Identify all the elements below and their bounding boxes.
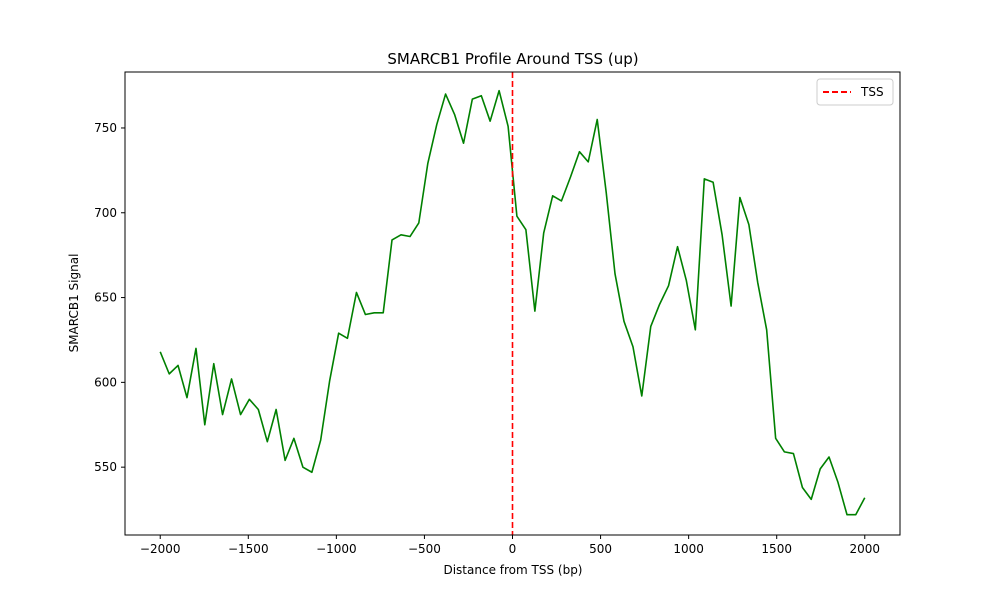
- x-tick-label-4: 0: [509, 542, 517, 556]
- x-tick-label-6: 1000: [673, 542, 704, 556]
- legend-box: [816, 78, 894, 106]
- plot-area: [124, 71, 901, 536]
- x-tick-label-5: 500: [589, 542, 612, 556]
- x-tick-label-3: −500: [408, 542, 441, 556]
- plot-background: [125, 72, 900, 535]
- x-tick-label-8: 2000: [849, 542, 880, 556]
- y-tick-label-3: 700: [94, 206, 117, 220]
- y-tick-label-1: 600: [94, 375, 117, 389]
- y-tick-label-4: 750: [94, 121, 117, 135]
- x-tick-label-1: −1500: [228, 542, 269, 556]
- x-tick-label-2: −1000: [316, 542, 357, 556]
- chart-title: SMARCB1 Profile Around TSS (up): [387, 50, 638, 68]
- y-axis: 550 600 650 700 750: [94, 121, 125, 474]
- legend-label-tss: TSS: [860, 85, 884, 99]
- x-tick-label-0: −2000: [140, 542, 181, 556]
- y-tick-label-2: 650: [94, 291, 117, 305]
- y-tick-label-0: 550: [94, 460, 117, 474]
- legend: TSS: [816, 78, 894, 106]
- y-axis-label: SMARCB1 Signal: [67, 254, 81, 353]
- x-axis-label: Distance from TSS (bp): [443, 563, 582, 577]
- x-axis: −2000 −1500 −1000 −500 0 500 1000 1500 2000: [140, 535, 880, 556]
- x-tick-label-7: 1500: [761, 542, 792, 556]
